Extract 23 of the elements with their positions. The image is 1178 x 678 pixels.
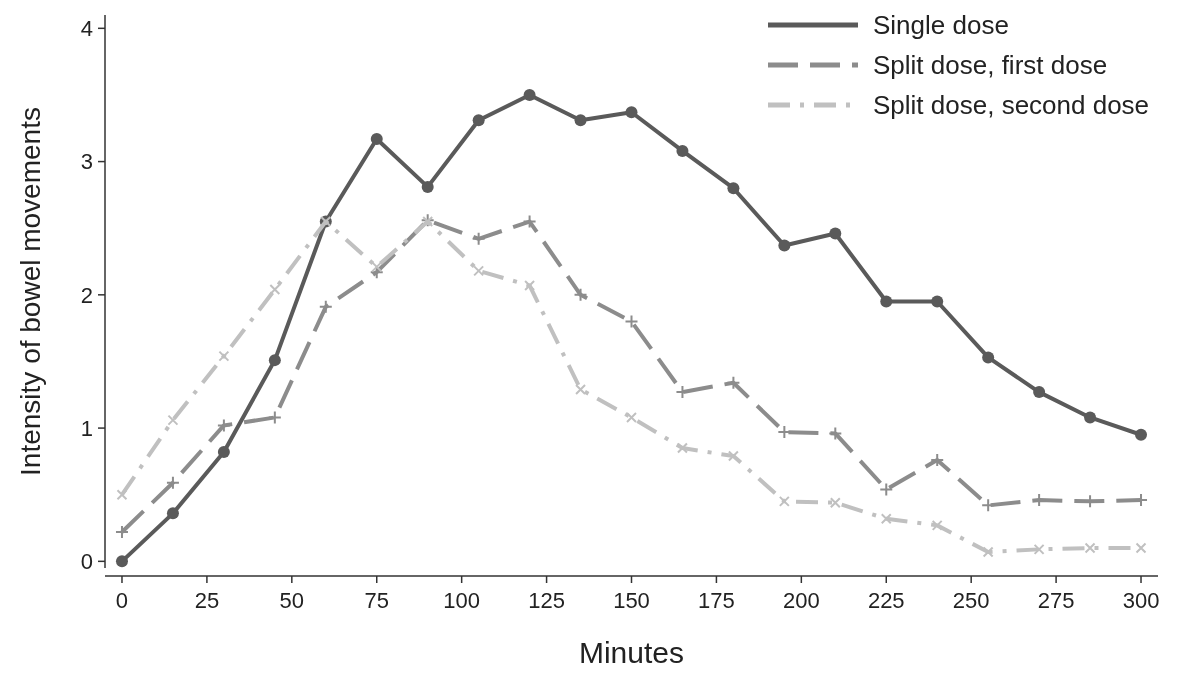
- x-tick-label: 225: [867, 588, 905, 613]
- x-tick-label: 250: [952, 588, 990, 613]
- x-tick-label: 300: [1122, 588, 1160, 613]
- y-tick-label: 1: [80, 415, 93, 441]
- x-tick-label: 125: [528, 588, 565, 613]
- y-tick-label: 2: [80, 282, 93, 308]
- x-axis-title: Minutes: [578, 636, 685, 669]
- legend-label: Single dose: [873, 10, 1009, 41]
- x-tick-label: 0: [115, 588, 129, 613]
- x-tick-label: 150: [613, 588, 650, 613]
- legend-label: Split dose, second dose: [873, 90, 1150, 121]
- x-tick-label: 175: [698, 588, 735, 613]
- x-tick-label: 100: [443, 588, 481, 613]
- y-axis-title: Intensity of bowel movements: [15, 107, 46, 476]
- x-tick-label: 200: [782, 588, 820, 613]
- x-tick-label: 75: [364, 588, 389, 613]
- y-tick-label: 0: [80, 549, 93, 575]
- y-tick-label: 3: [80, 149, 93, 175]
- y-tick-label: 4: [80, 16, 93, 42]
- x-tick-label: 275: [1037, 588, 1075, 613]
- legend-label: Split dose, first dose: [873, 50, 1108, 81]
- x-tick-label: 50: [279, 588, 305, 613]
- x-tick-label: 25: [194, 588, 220, 613]
